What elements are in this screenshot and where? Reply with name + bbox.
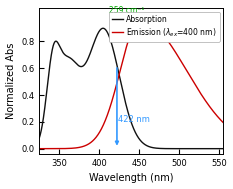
Absorption	[226, 148, 229, 150]
Emission ($\lambda_{ex}$=400 nm)	[226, 125, 229, 128]
Emission ($\lambda_{ex}$=400 nm)	[223, 122, 225, 124]
Line: Emission ($\lambda_{ex}$=400 nm): Emission ($\lambda_{ex}$=400 nm)	[39, 20, 227, 149]
Legend: Absorption, Emission ($\lambda_{ex}$=400 nm): Absorption, Emission ($\lambda_{ex}$=400…	[109, 12, 220, 42]
Absorption	[202, 148, 205, 150]
Y-axis label: Normalized Abs: Normalized Abs	[6, 43, 16, 119]
Emission ($\lambda_{ex}$=400 nm)	[202, 97, 205, 99]
Line: Absorption: Absorption	[39, 28, 227, 149]
Emission ($\lambda_{ex}$=400 nm)	[59, 147, 62, 150]
Absorption	[70, 58, 73, 60]
Text: 259 cm⁻¹: 259 cm⁻¹	[109, 6, 144, 15]
Absorption	[223, 148, 225, 150]
Text: 422 nm: 422 nm	[118, 115, 150, 124]
Emission ($\lambda_{ex}$=400 nm)	[110, 102, 113, 104]
Absorption	[118, 76, 121, 78]
Emission ($\lambda_{ex}$=400 nm)	[70, 147, 73, 149]
Absorption	[110, 42, 113, 44]
Absorption	[38, 137, 41, 139]
Emission ($\lambda_{ex}$=400 nm)	[38, 148, 41, 150]
Emission ($\lambda_{ex}$=400 nm)	[139, 19, 142, 21]
Absorption	[59, 47, 62, 50]
X-axis label: Wavelength (nm): Wavelength (nm)	[89, 174, 174, 184]
Absorption	[102, 27, 104, 29]
Emission ($\lambda_{ex}$=400 nm)	[118, 72, 121, 74]
